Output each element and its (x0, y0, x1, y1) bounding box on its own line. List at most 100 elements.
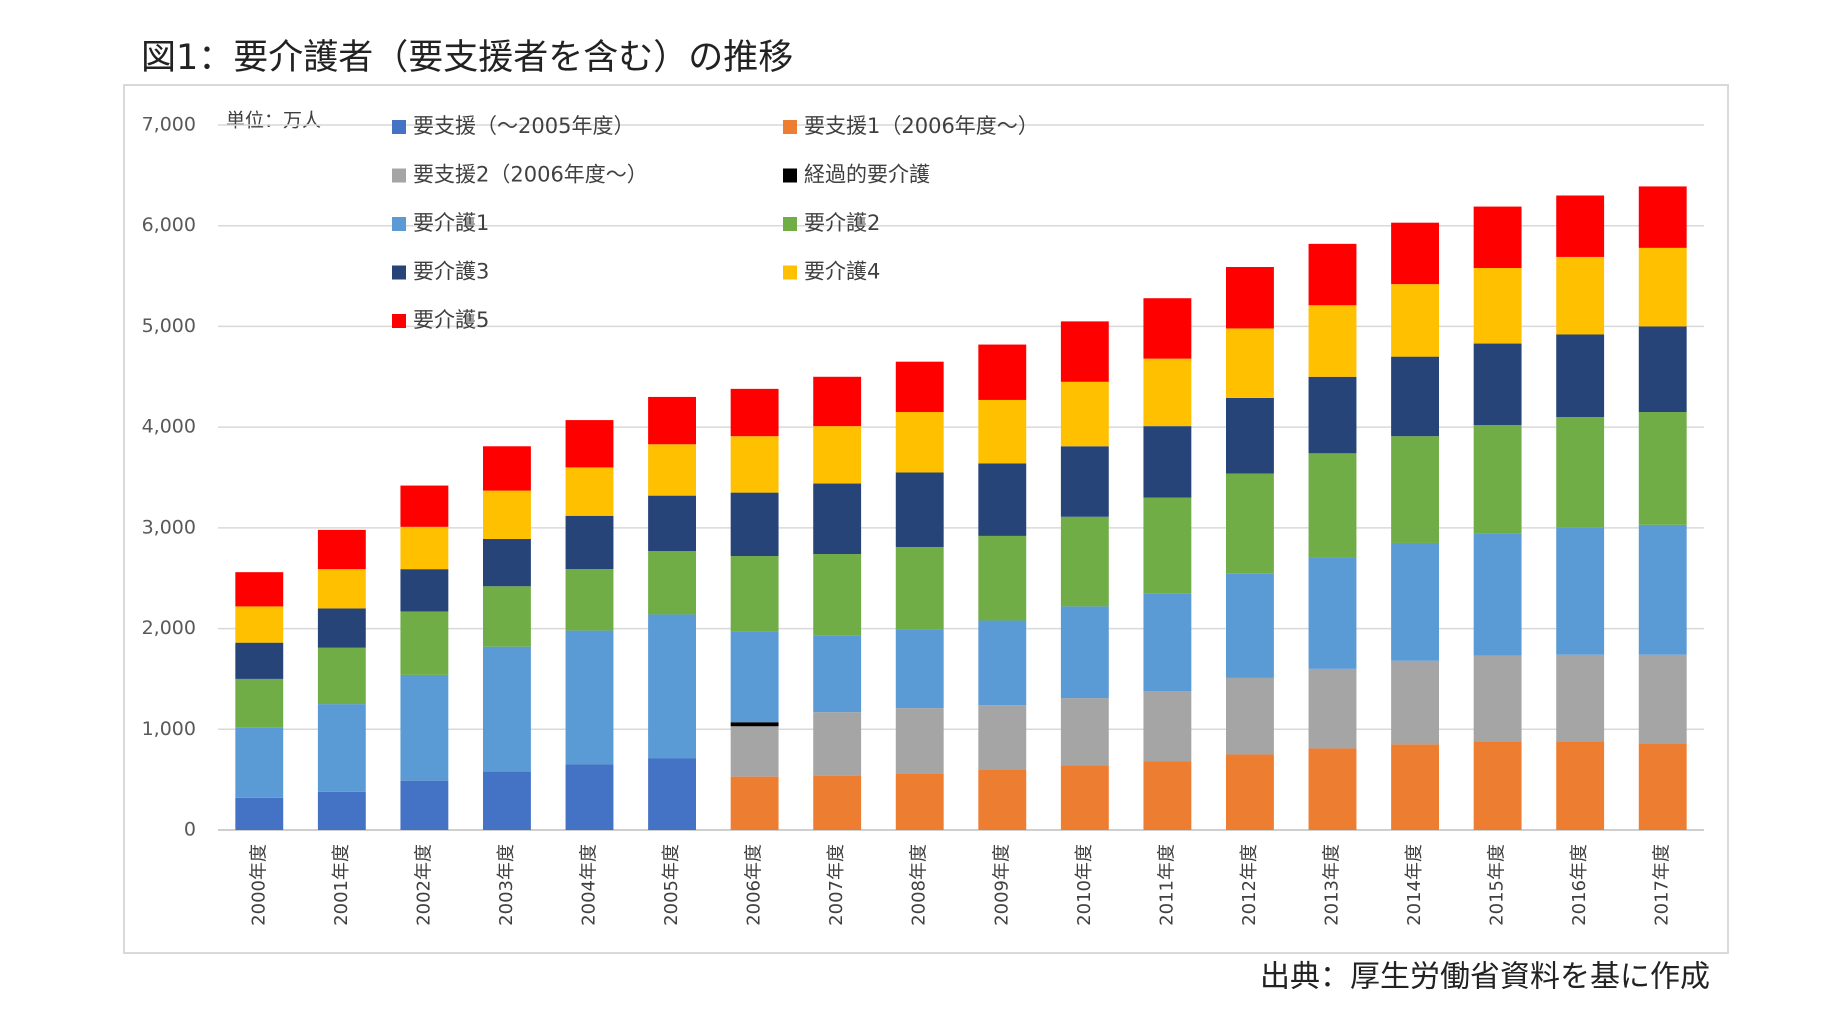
legend-label: 要介護5 (413, 308, 489, 332)
bar-segment (978, 463, 1027, 536)
x-tick-label: 2009年度 (991, 844, 1012, 926)
bar-segment (648, 444, 696, 496)
bar-segment (648, 758, 696, 830)
x-tick-label: 2007年度 (826, 844, 847, 926)
bar-segment (1556, 741, 1605, 830)
bar-segment (978, 705, 1027, 770)
bar-segment (565, 764, 614, 830)
bar-segment (1226, 397, 1274, 474)
y-tick-label: 5,000 (142, 315, 196, 337)
bar-segment (895, 472, 944, 547)
legend-swatch (392, 217, 406, 231)
bar-segment (565, 420, 614, 468)
bar-segment (1638, 326, 1687, 413)
x-tick-label: 2011年度 (1156, 844, 1177, 926)
bar-segment (895, 708, 944, 774)
bar-segment (483, 771, 531, 830)
bar-segment (317, 608, 366, 648)
bar-segment (1308, 453, 1357, 558)
bar-segment (1143, 426, 1192, 498)
bar-segment (1473, 425, 1522, 534)
bar-segment (565, 630, 614, 765)
bar-segment (730, 492, 779, 557)
x-tick-label: 2012年度 (1239, 844, 1260, 926)
bar-segment (1556, 527, 1605, 655)
x-tick-label: 2013年度 (1322, 844, 1343, 926)
bar-segment (1473, 655, 1522, 742)
bar-segment (978, 399, 1027, 464)
bar-segment (1473, 741, 1522, 830)
bar-segment (1060, 606, 1109, 699)
bar-segment (1226, 328, 1274, 398)
bar-segment (1060, 698, 1109, 766)
bar-segment (978, 769, 1027, 830)
bar-segment (1391, 542, 1439, 661)
chart-title: 図1：要介護者（要支援者を含む）の推移 (141, 38, 793, 78)
bar-segment (1060, 381, 1109, 447)
bar-segment (1473, 533, 1522, 656)
bar-segment (1060, 446, 1109, 517)
bar-segment (1638, 412, 1687, 525)
legend-label: 要支援（～2005年度） (413, 114, 634, 138)
x-tick-label: 2006年度 (744, 844, 765, 926)
y-tick-label: 6,000 (142, 214, 196, 236)
bar-segment (1308, 668, 1357, 749)
bar-segment (730, 631, 779, 723)
bar-segment (1638, 743, 1687, 830)
bar-segment (483, 490, 531, 539)
bar-segment (1638, 524, 1687, 655)
y-tick-label: 0 (184, 819, 196, 841)
bar-segment (1308, 748, 1357, 830)
y-tick-label: 3,000 (142, 516, 196, 538)
x-tick-label: 2016年度 (1569, 844, 1590, 926)
bar-segment (895, 773, 944, 830)
bar-segment (813, 554, 862, 636)
legend-label: 要支援1（2006年度～） (804, 114, 1039, 138)
bar-segment (730, 436, 779, 493)
bar-segment (565, 569, 614, 631)
bar-segment (1556, 654, 1605, 742)
bar-segment (400, 611, 449, 675)
x-tick-label: 2003年度 (496, 844, 517, 926)
legend-label: 要介護3 (413, 260, 489, 284)
bar-segment (730, 776, 779, 830)
x-tick-label: 2001年度 (331, 844, 352, 926)
legend-swatch (392, 314, 406, 328)
bar-segment (813, 483, 862, 555)
bar-segment (235, 572, 284, 607)
bar-segment (235, 678, 284, 728)
bar-segment (1556, 256, 1605, 335)
bar-segment (978, 620, 1027, 706)
x-tick-label: 2014年度 (1404, 844, 1425, 926)
bar-segment (813, 635, 862, 713)
bar-segment (648, 614, 696, 759)
bar-segment (1226, 473, 1274, 574)
x-tick-label: 2004年度 (579, 844, 600, 926)
bar-segment (400, 780, 449, 830)
bar-segment (1143, 691, 1192, 762)
bar-segment (1391, 660, 1439, 745)
bar-segment (1308, 243, 1357, 306)
bar-segment (1473, 206, 1522, 269)
bar-segment (648, 495, 696, 552)
bar-segment (1226, 754, 1274, 830)
bar-segment (813, 376, 862, 427)
bar-segment (1143, 497, 1192, 594)
bar-segment (1473, 343, 1522, 426)
bar-segment (813, 426, 862, 484)
bar-segment (1638, 654, 1687, 744)
bar-segment (730, 556, 779, 632)
bar-segment (895, 361, 944, 413)
bar-segment (1143, 761, 1192, 830)
bar-segment (400, 526, 449, 570)
x-tick-label: 2008年度 (909, 844, 930, 926)
x-tick-label: 2002年度 (413, 844, 434, 926)
bar-segment (648, 396, 696, 445)
bar-segment (1060, 765, 1109, 830)
bar-segment (1060, 321, 1109, 382)
bar-segment (730, 722, 779, 727)
bar-segment (895, 412, 944, 473)
bar-segment (483, 646, 531, 772)
bar-segment (1391, 744, 1439, 830)
